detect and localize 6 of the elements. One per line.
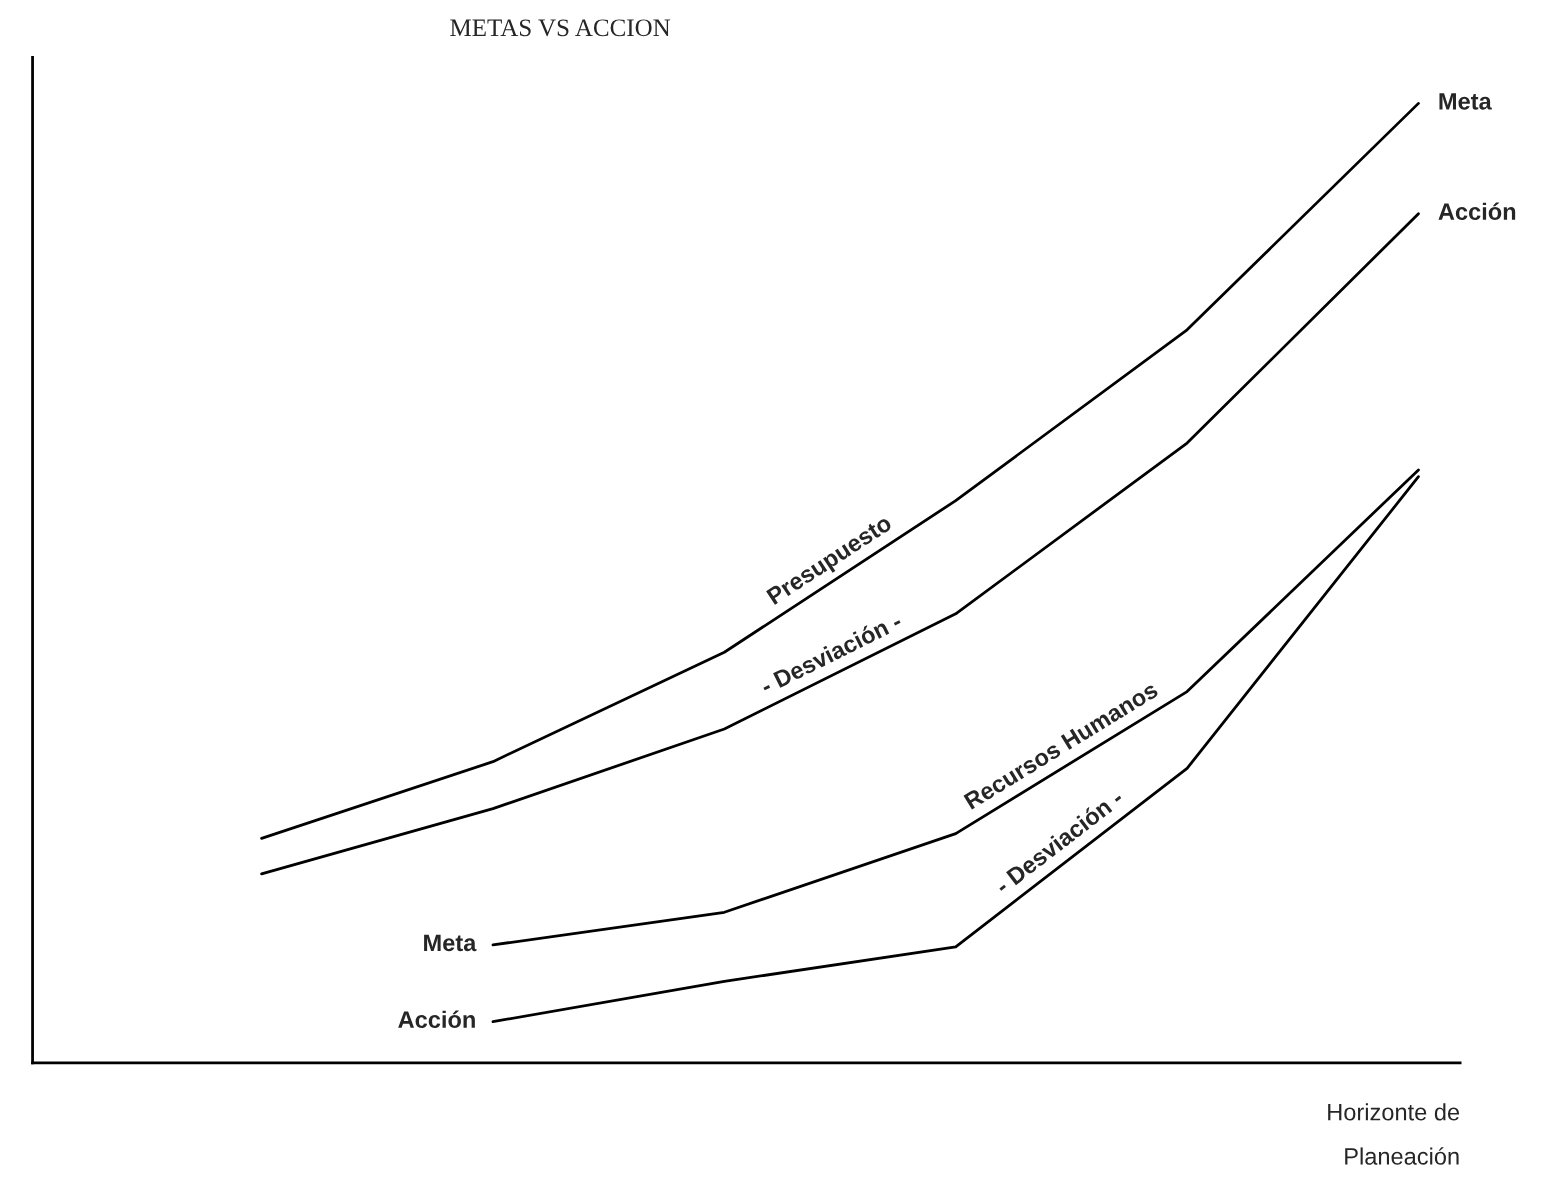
- series-label: Acción: [1438, 202, 1516, 221]
- series-label: Meta: [1439, 93, 1492, 110]
- chart-title: METAS VS ACCION: [450, 19, 671, 37]
- series-label: Acción: [398, 1010, 475, 1029]
- x-axis-title: Horizonte de Planeación: [1328, 1103, 1460, 1165]
- series-label: Meta: [424, 934, 477, 952]
